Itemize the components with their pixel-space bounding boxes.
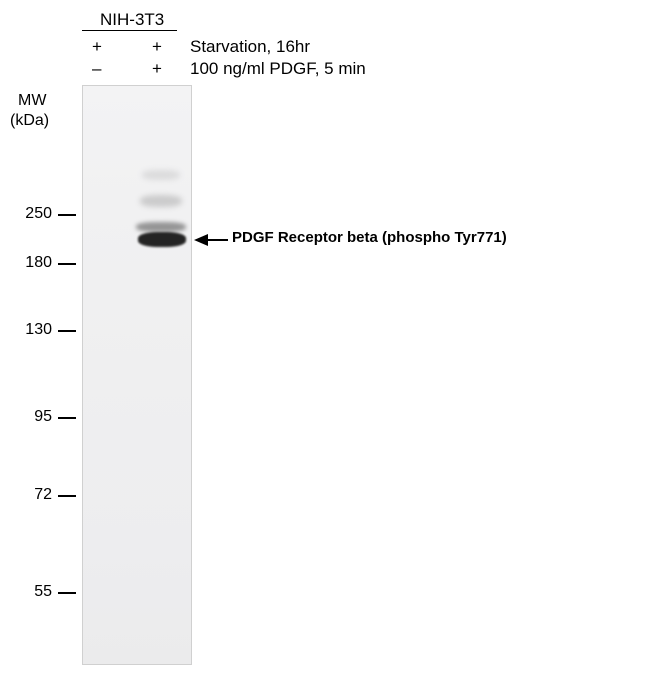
mw-unit-label: (kDa) [10,112,49,130]
mw-tick-55 [58,592,76,594]
mw-value-95: 95 [2,408,52,426]
mw-value-180: 180 [2,254,52,272]
band-arrow [194,234,228,246]
band-label-text: PDGF Receptor beta (phospho Tyr771) [232,229,507,246]
cond1-lane1-symbol: + [92,37,102,57]
band-main [138,232,186,247]
arrow-line [208,239,228,241]
cond2-lane1-symbol: – [92,59,101,79]
mw-tick-130 [58,330,76,332]
band-smear-upper1 [140,195,182,207]
mw-value-72: 72 [2,486,52,504]
mw-tick-95 [58,417,76,419]
mw-tick-250 [58,214,76,216]
western-blot-figure: NIH-3T3 + + Starvation, 16hr – + 100 ng/… [0,0,650,700]
cond2-text: 100 ng/ml PDGF, 5 min [190,59,366,79]
cell-line-label: NIH-3T3 [100,10,164,30]
cond2-lane2-symbol: + [152,59,162,79]
mw-value-130: 130 [2,321,52,339]
mw-value-55: 55 [2,583,52,601]
mw-value-250: 250 [2,205,52,223]
mw-tick-72 [58,495,76,497]
band-shadow [136,222,186,232]
mw-tick-180 [58,263,76,265]
mw-label: MW [18,92,46,110]
cond1-text: Starvation, 16hr [190,37,310,57]
cond1-lane2-symbol: + [152,37,162,57]
cell-line-underline [82,30,177,31]
arrow-head-icon [194,234,208,246]
band-smear-upper2 [142,170,180,180]
